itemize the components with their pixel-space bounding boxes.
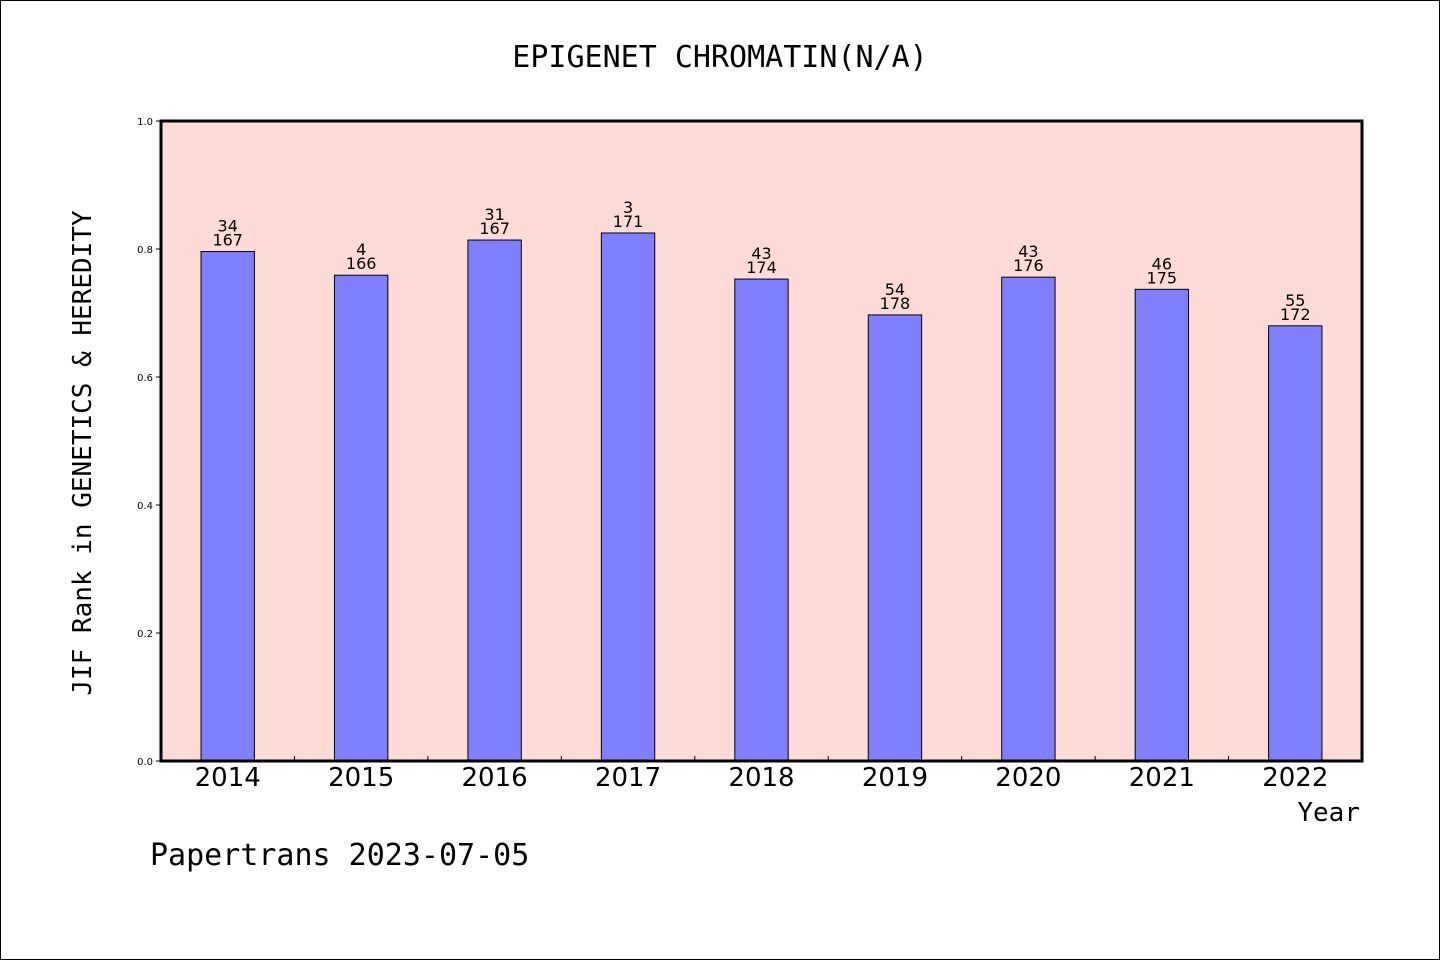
bar-total-label: 174 <box>746 258 777 277</box>
x-axis: 2014 2015 2016 2017 2018 2019 2020 2021 2022 <box>195 756 1328 793</box>
footer-text: Papertrans 2023-07-05 <box>150 838 529 873</box>
y-tick-label: 1.0 <box>137 117 153 128</box>
bar-rank-label: 3 <box>623 198 633 217</box>
bar-2019 <box>867 314 923 762</box>
y-axis-label: JIF Rank in GENETICS & HEREDITY <box>68 210 98 696</box>
x-tick-label: 2020 <box>995 763 1061 793</box>
bar-rank-label: 43 <box>751 244 771 263</box>
bar-2015 <box>333 274 389 762</box>
bar-2014 <box>200 251 255 762</box>
bar-total-label: 171 <box>613 212 644 231</box>
y-tick-label: 0.6 <box>137 373 153 384</box>
bar-2022 <box>1268 325 1323 762</box>
bar-total-label: 175 <box>1147 268 1178 287</box>
x-tick-label: 2017 <box>595 763 661 793</box>
bar-total-label: 178 <box>880 294 911 313</box>
bar-rank-label: 55 <box>1285 291 1305 310</box>
bar-rank-label: 34 <box>218 217 238 236</box>
x-tick-label: 2018 <box>728 763 794 793</box>
bar-total-label: 172 <box>1280 305 1311 324</box>
bars-group <box>200 232 1323 762</box>
bar-rank-label: 54 <box>885 280 905 299</box>
plot-border <box>159 119 1364 763</box>
bar-total-label: 167 <box>479 219 510 238</box>
bar-2016 <box>467 239 522 762</box>
x-tick-label: 2015 <box>328 763 394 793</box>
bar-2017 <box>600 232 656 762</box>
bar-rank-label: 4 <box>356 240 366 259</box>
y-tick-label: 0.4 <box>137 501 153 512</box>
x-tick-label: 2019 <box>862 763 928 793</box>
bar-2018 <box>734 278 789 762</box>
y-tick-label: 0.0 <box>137 757 153 768</box>
bar-rank-label: 31 <box>484 205 504 224</box>
x-axis-label: Year <box>1297 798 1360 828</box>
x-tick-label: 2016 <box>462 763 528 793</box>
x-tick-label: 2022 <box>1262 763 1328 793</box>
y-tick-label: 0.2 <box>137 629 153 640</box>
bar-rank-label: 43 <box>1018 242 1038 261</box>
y-axis: 0.0 0.2 0.4 0.6 0.8 1.0 <box>137 117 161 768</box>
bar-rank-label: 46 <box>1152 254 1172 273</box>
bar-total-label: 167 <box>212 231 243 250</box>
x-tick-label: 2021 <box>1129 763 1195 793</box>
bar-total-label: 176 <box>1013 256 1044 275</box>
bar-2020 <box>1001 276 1056 762</box>
x-tick-label: 2014 <box>195 763 261 793</box>
bar-2021 <box>1134 288 1190 762</box>
bar-total-label: 166 <box>346 254 377 273</box>
chart-title: EPIGENET CHROMATIN(N/A) <box>512 40 927 75</box>
y-tick-label: 0.8 <box>137 245 153 256</box>
